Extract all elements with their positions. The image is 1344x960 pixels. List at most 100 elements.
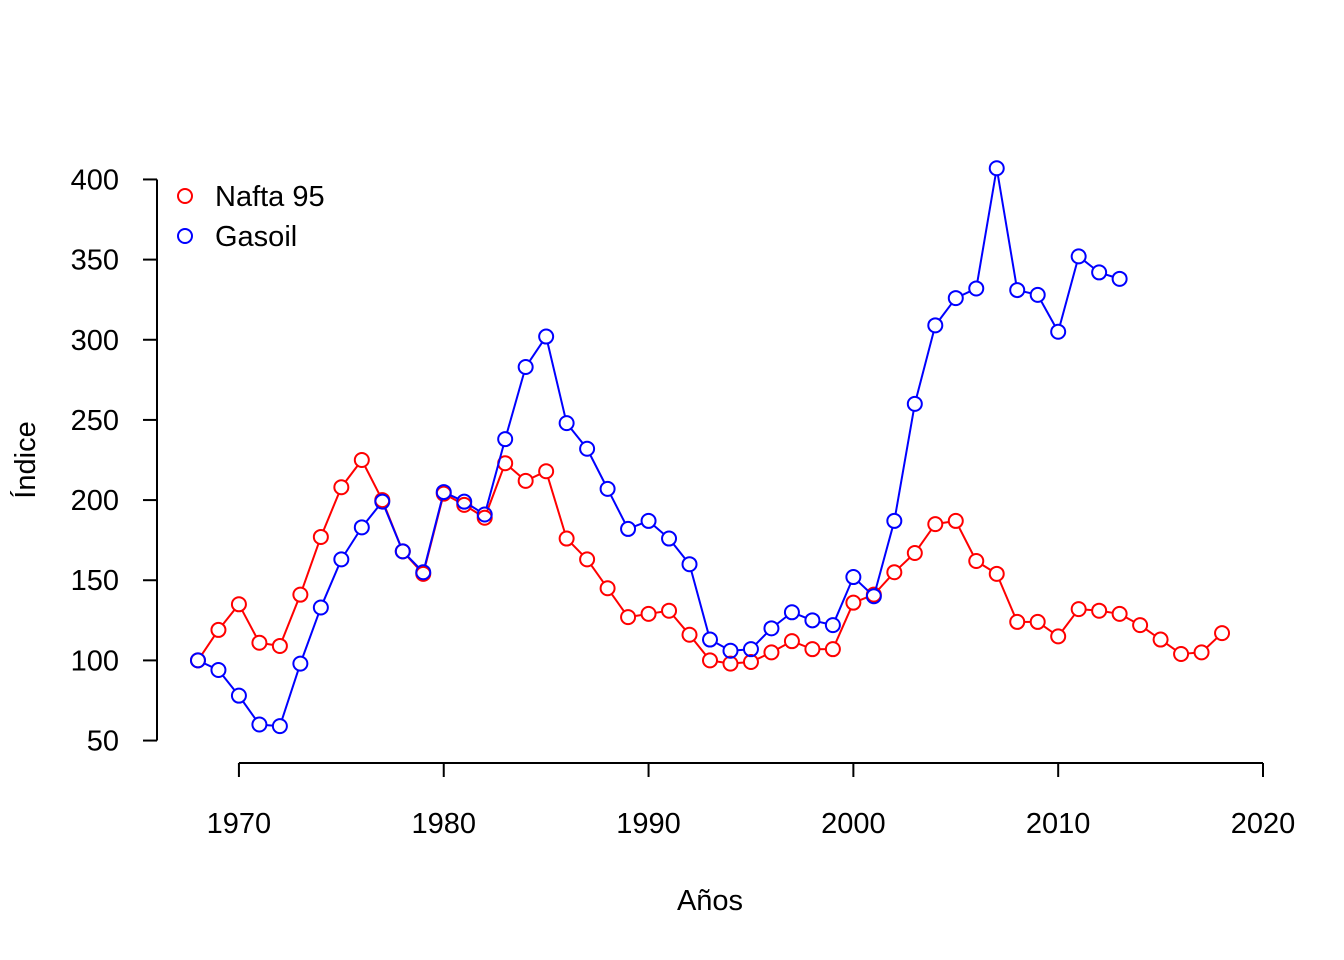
series-line-segment (546, 343, 566, 417)
data-point (906, 544, 923, 561)
series-line-segment (898, 557, 911, 569)
data-point (661, 530, 678, 547)
x-tick-label: 2010 (1026, 808, 1091, 840)
series-line-segment (449, 494, 459, 500)
data-point (1132, 617, 1149, 634)
series-line-segment (301, 543, 320, 589)
data-point (681, 556, 698, 573)
series-line-segment (672, 615, 686, 631)
data-point (722, 642, 739, 659)
data-point (1009, 613, 1026, 630)
series-line-segment (531, 473, 541, 479)
data-point (517, 472, 534, 489)
data-point (661, 602, 678, 619)
data-point (353, 452, 370, 468)
series-line-segment (1059, 262, 1078, 326)
series-line-segment (266, 724, 273, 727)
data-point (1029, 286, 1046, 303)
series-line-segment (834, 608, 852, 644)
series-line-segment (690, 570, 710, 634)
data-point (1009, 282, 1026, 299)
y-tick-label: 50 (87, 726, 119, 758)
data-point (599, 580, 616, 597)
data-point (886, 512, 903, 529)
data-point (763, 644, 780, 661)
series-line-segment (737, 661, 745, 665)
series-line-segment (716, 660, 724, 664)
data-point (1193, 644, 1210, 661)
series-line-segment (715, 642, 725, 649)
data-point (292, 655, 309, 672)
series-line-segment (1083, 259, 1095, 269)
legend-label: Gasoil (215, 221, 297, 253)
data-point (599, 480, 616, 497)
data-point (271, 637, 288, 654)
series-line-segment (1125, 616, 1135, 623)
series-line-segment (570, 542, 583, 556)
series-line-segment (777, 643, 787, 650)
data-point (394, 543, 411, 560)
data-point (497, 431, 514, 448)
series-line-segment (1105, 273, 1114, 278)
data-point (517, 359, 534, 376)
series-line-segment (322, 493, 340, 531)
data-point (189, 652, 206, 669)
legend-label: Nafta 95 (215, 181, 325, 213)
data-point (374, 493, 391, 510)
series-line-segment (918, 529, 933, 548)
series-line-segment (241, 609, 258, 638)
y-tick-label: 300 (71, 325, 119, 357)
y-axis-title: Índice (9, 421, 42, 498)
data-point (1214, 625, 1231, 642)
data-point (620, 520, 637, 537)
y-tick-label: 100 (71, 645, 119, 677)
series-line-segment (590, 564, 605, 584)
series-line-segment (384, 507, 402, 546)
series-line-segment (776, 615, 788, 625)
x-axis-title: Años (677, 885, 743, 917)
series-line-segment (222, 609, 236, 626)
series-line-segment (364, 465, 381, 495)
data-point (353, 519, 370, 536)
data-point (1111, 270, 1128, 287)
data-point (845, 594, 862, 611)
data-point (579, 551, 596, 568)
series-line-segment (634, 522, 643, 528)
data-point (640, 512, 657, 529)
data-point (845, 569, 862, 586)
data-point (1091, 602, 1108, 619)
data-point (312, 528, 329, 545)
series-line-segment (877, 576, 891, 591)
series-line-segment (344, 464, 359, 483)
series-line-segment (201, 635, 216, 656)
data-point (988, 565, 1005, 582)
data-point (415, 564, 432, 581)
series-line-segment (1040, 300, 1056, 327)
data-point (1070, 248, 1087, 265)
data-point (1152, 631, 1169, 648)
data-point (251, 634, 268, 651)
series-line-segment (365, 506, 379, 523)
data-point (742, 654, 759, 670)
series-line-segment (344, 532, 359, 555)
data-point (763, 620, 780, 637)
data-point (968, 553, 985, 569)
x-axis: 1970 1980 1990 2000 2010 2020 (207, 762, 1295, 840)
data-point (558, 530, 575, 547)
y-axis: 50 100 150 200 250 300 350 400 (71, 164, 158, 758)
series-line-segment (756, 654, 766, 660)
series-line-segment (570, 427, 584, 444)
data-point (886, 564, 903, 581)
data-point (1050, 628, 1067, 645)
data-point (333, 479, 350, 496)
data-point (456, 493, 473, 510)
data-point (742, 641, 759, 658)
data-point (702, 652, 718, 669)
series-line-segment (609, 494, 626, 524)
series-line-segment (857, 581, 870, 593)
series-line-segment (266, 642, 274, 646)
series-line-segment (610, 593, 625, 612)
x-tick-label: 1980 (411, 808, 476, 840)
series-line-segment (222, 674, 236, 691)
